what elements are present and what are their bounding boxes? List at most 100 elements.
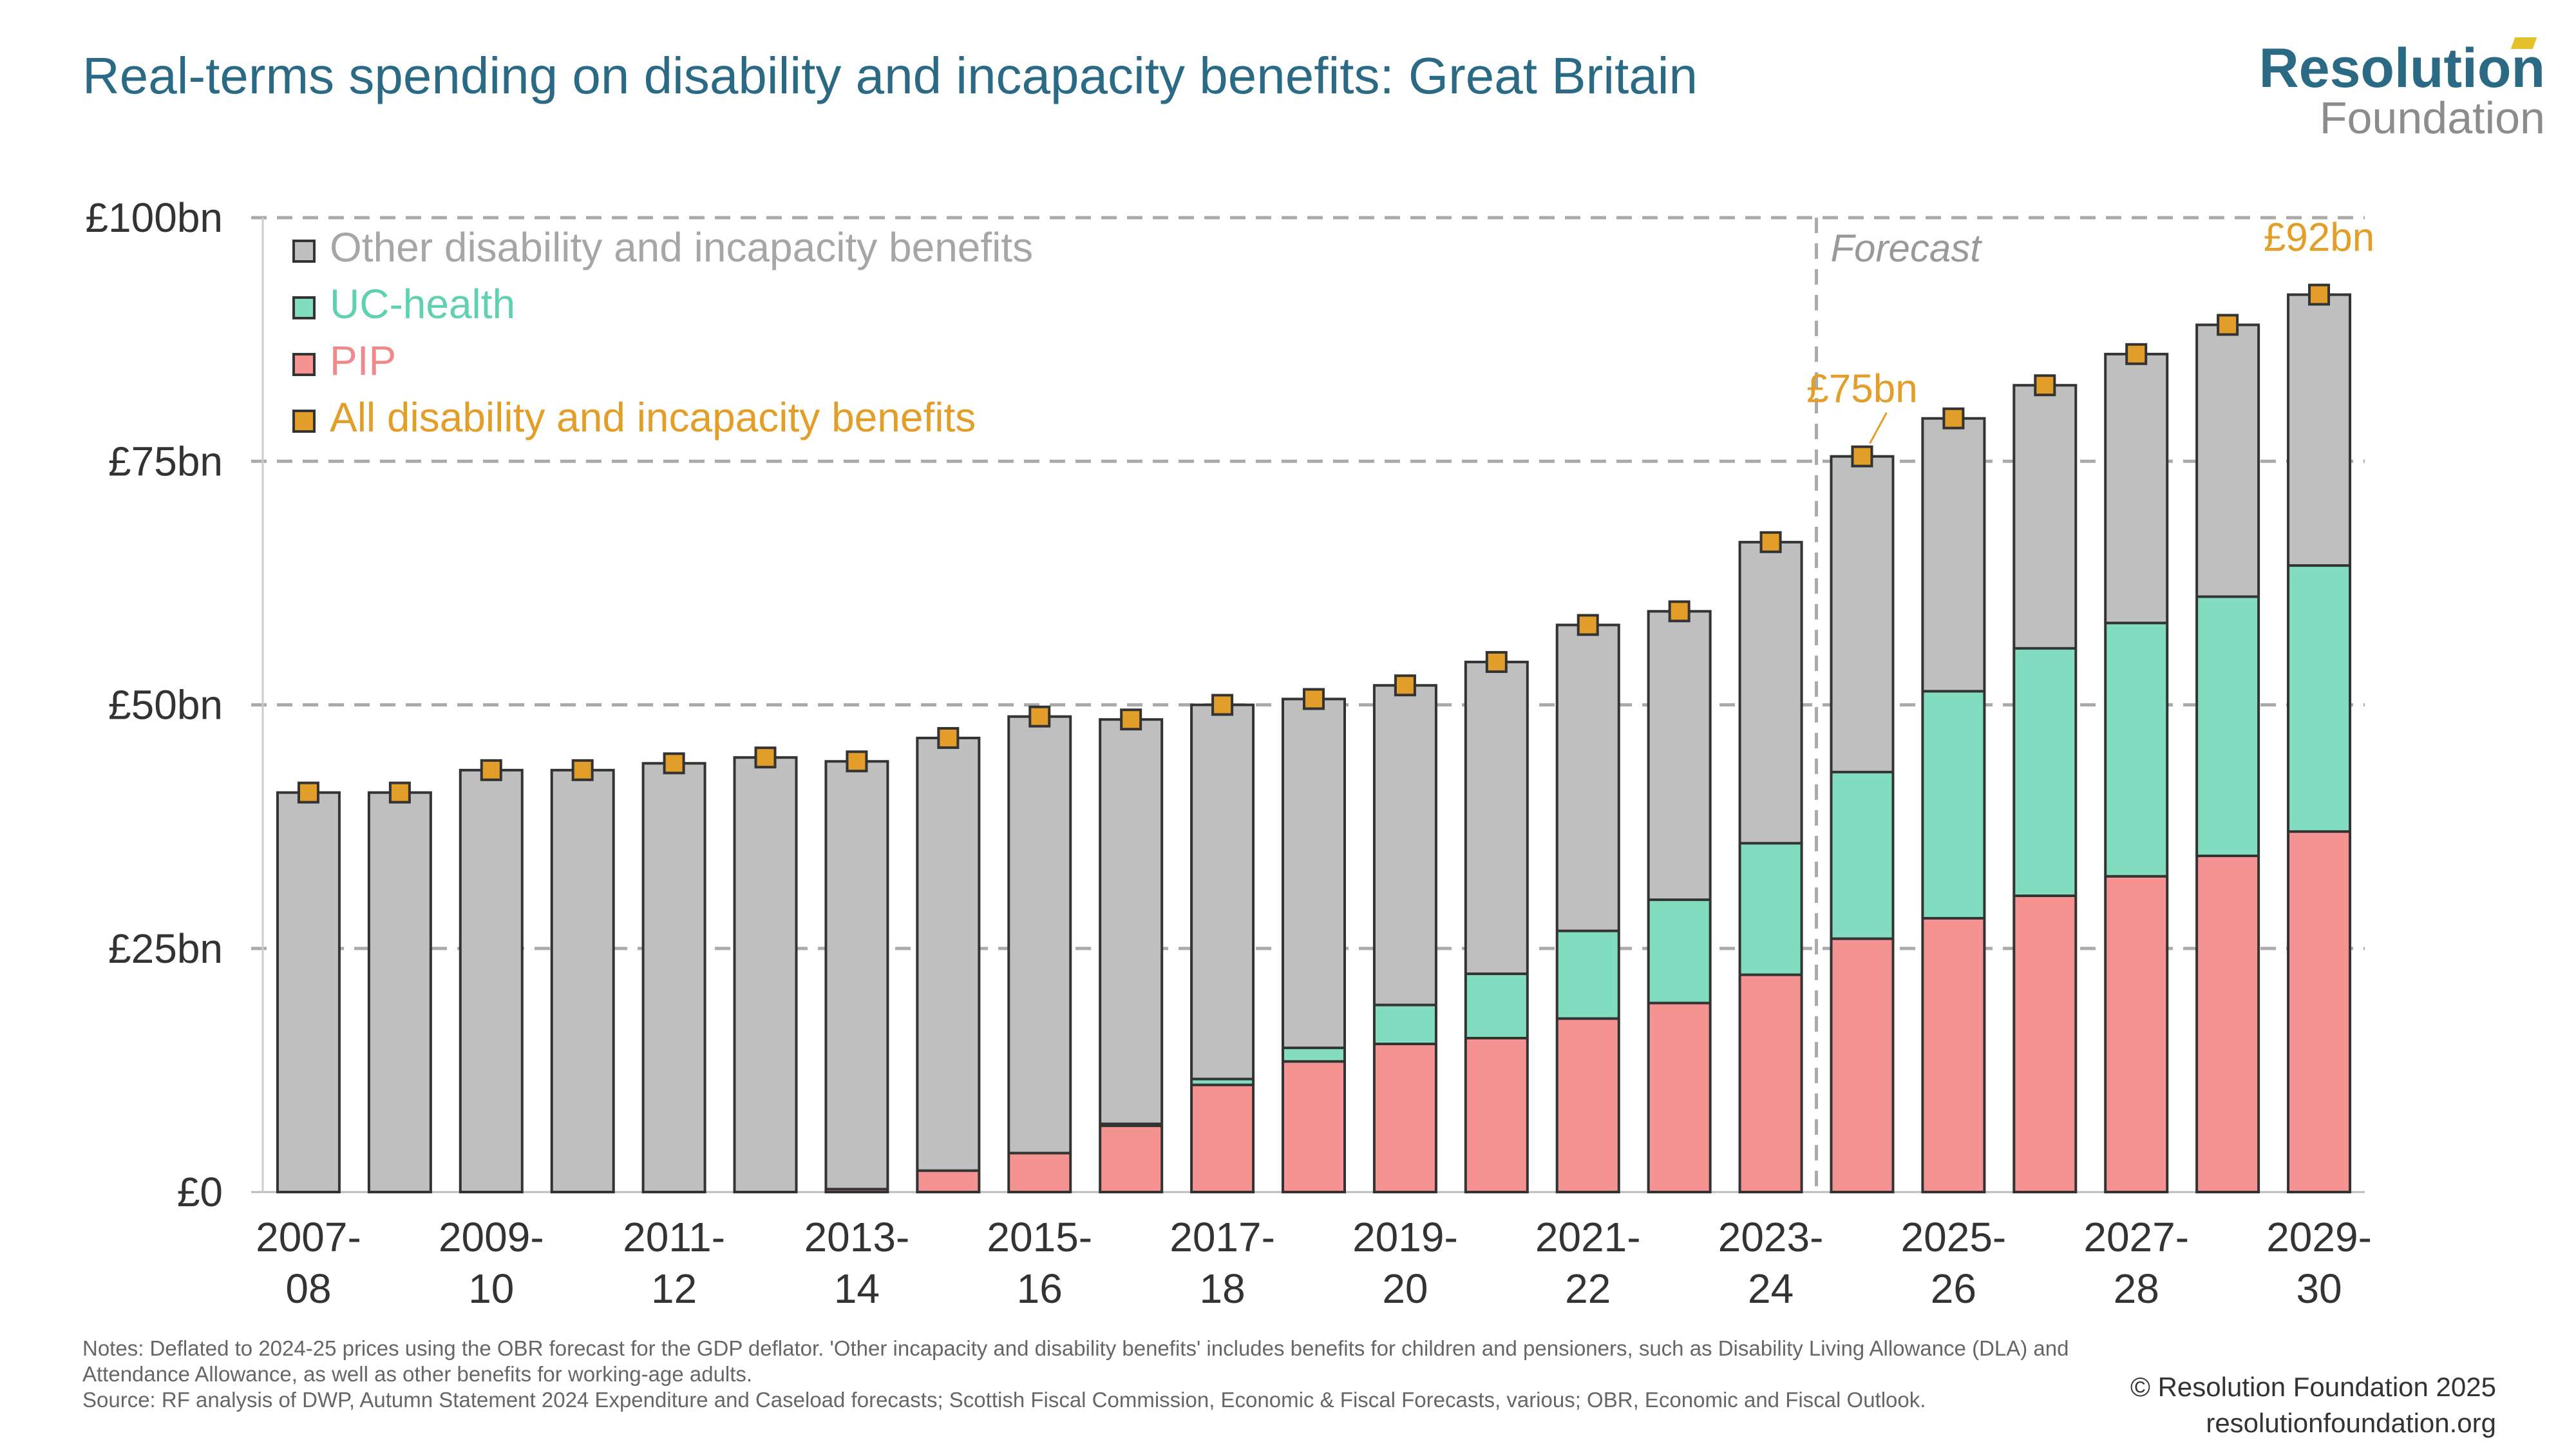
x-tick-label: 2021- (1535, 1214, 1641, 1260)
bar-segment-uc_health (2105, 623, 2168, 876)
x-tick-label: 2025- (1901, 1214, 2007, 1260)
x-tick-label: 2019- (1352, 1214, 1458, 1260)
x-tick-label: 2013- (804, 1214, 910, 1260)
bar-segment-uc_health (1283, 1048, 1345, 1062)
x-tick-label: 2017- (1170, 1214, 1275, 1260)
bar-segment-uc_health (1648, 900, 1710, 1003)
bar-segment-pip (1922, 918, 1985, 1192)
total-marker (571, 759, 594, 781)
x-tick-label: 2027- (2083, 1214, 2189, 1260)
bar-segment-other (826, 761, 888, 1189)
x-tick-label: 28 (2114, 1265, 2159, 1312)
chart-notes: Notes: Deflated to 2024-25 prices using … (82, 1336, 2111, 1413)
bar-segment-other (1100, 719, 1162, 1124)
bar-segment-uc_health (1191, 1079, 1254, 1085)
bar-segment-uc_health (1739, 843, 1802, 975)
legend-swatch (292, 410, 316, 433)
x-tick-label: 18 (1199, 1265, 1245, 1312)
annotation-label: £92bn (2264, 216, 2374, 260)
bar-segment-other (2197, 325, 2259, 597)
bar-segment-uc_health (1557, 931, 1619, 1019)
bar-segment-pip (2197, 856, 2259, 1192)
bar-segment-other (1465, 661, 1528, 974)
bar-segment-uc_health (1465, 974, 1528, 1038)
y-axis: £0 £25bn £50bn £75bn £100bn (85, 194, 264, 1215)
bar-segment-pip (1831, 938, 1893, 1192)
total-marker (1668, 600, 1690, 623)
x-tick-label: 20 (1382, 1265, 1428, 1312)
bars (276, 293, 2352, 1194)
bar-segment-uc_health (1922, 691, 1985, 918)
x-tick-label: 26 (1931, 1265, 1976, 1312)
y-tick-label: £50bn (108, 682, 223, 728)
bar-segment-other (2288, 294, 2351, 566)
bar-segment-other (1557, 625, 1619, 931)
annotation-label: £75bn (1806, 367, 1917, 412)
total-marker (937, 726, 960, 749)
bar-segment-pip (1009, 1153, 1071, 1192)
x-axis-ticks: 2007- 08 2009- 10 2011- 12 2013- 14 2015- 16 2017-… (256, 1214, 2372, 1312)
total-marker (480, 759, 502, 781)
total-marker (297, 781, 319, 804)
total-marker (2308, 283, 2331, 306)
bar-segment-other (1831, 456, 1893, 772)
bar-segment-uc_health (1831, 772, 1893, 939)
x-tick-label: 2029- (2266, 1214, 2372, 1260)
logo-main-text: Resolution (2259, 37, 2545, 99)
y-tick-label: £100bn (85, 194, 223, 241)
bar-segment-other (551, 770, 614, 1192)
bar-segment-other (1191, 705, 1254, 1079)
x-tick-label: 2011- (623, 1214, 725, 1260)
bar-segment-other (1283, 699, 1345, 1048)
total-marker (1028, 705, 1051, 728)
legend-swatch (292, 296, 316, 319)
total-marker (1120, 708, 1142, 731)
annotation-leader (1869, 412, 1888, 444)
notes-text: Notes: Deflated to 2024-25 prices using … (82, 1336, 2069, 1386)
bar-segment-other (368, 792, 431, 1192)
x-tick-label: 2007- (256, 1214, 361, 1260)
total-marker (1485, 650, 1508, 673)
total-marker (754, 746, 777, 769)
legend-swatch (292, 240, 316, 263)
x-tick-label: 10 (468, 1265, 514, 1312)
bar-segment-uc_health (2197, 596, 2259, 857)
annotations: Forecast £75bn £92bn (1806, 216, 2374, 444)
bar-segment-other (277, 792, 339, 1192)
bar-segment-other (460, 770, 522, 1192)
x-tick-label: 2023- (1718, 1214, 1824, 1260)
legend-label: UC-health (330, 281, 515, 327)
x-tick-label: 12 (651, 1265, 697, 1312)
x-tick-label: 16 (1017, 1265, 1063, 1312)
resolution-foundation-logo: Resolution Foundation (2259, 37, 2545, 140)
x-tick-label: 2009- (439, 1214, 544, 1260)
chart-credit: © Resolution Foundation 2025 resolutionf… (2130, 1369, 2496, 1441)
total-marker (1759, 531, 1782, 553)
bar-segment-pip (826, 1189, 888, 1192)
total-marker (1851, 445, 1873, 468)
legend-swatch (292, 353, 316, 376)
total-markers (297, 283, 2331, 804)
stacked-bar-chart: £0 £25bn £50bn £75bn £100bn Other disability… (85, 194, 2374, 1312)
bar-segment-pip (917, 1170, 980, 1192)
total-marker (1303, 688, 1325, 710)
total-marker (846, 750, 868, 773)
total-marker (2217, 314, 2239, 336)
total-marker (1942, 407, 1965, 430)
y-tick-label: £0 (177, 1169, 223, 1215)
bar-segment-pip (1465, 1037, 1528, 1192)
x-tick-label: 30 (2296, 1265, 2342, 1312)
total-marker (2034, 374, 2056, 397)
bar-segment-pip (2014, 896, 2076, 1192)
legend: Other disability and incapacity benefits… (292, 224, 1033, 440)
bar-segment-other (1922, 418, 1985, 692)
bar-segment-pip (1557, 1018, 1619, 1192)
bar-segment-other (1009, 716, 1071, 1153)
bar-segment-uc_health (1374, 1005, 1436, 1045)
total-marker (1577, 614, 1599, 636)
bar-segment-pip (1648, 1003, 1710, 1192)
total-marker (1394, 674, 1416, 697)
x-tick-label: 24 (1748, 1265, 1794, 1312)
bar-segment-pip (1100, 1126, 1162, 1192)
x-tick-label: 2015- (987, 1214, 1092, 1260)
